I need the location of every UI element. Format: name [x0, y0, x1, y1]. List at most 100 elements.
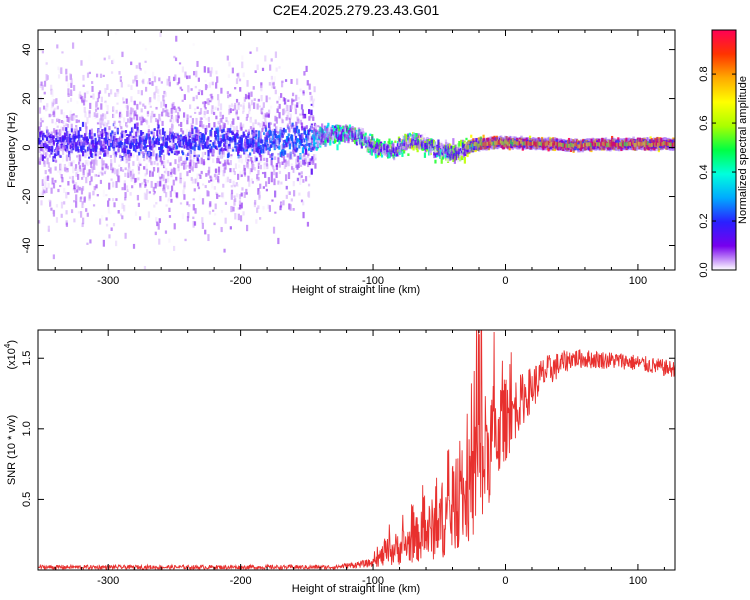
- spectrogram-cell: [183, 165, 186, 170]
- spectrogram-cell: [217, 140, 220, 144]
- spectrogram-cell: [226, 159, 229, 165]
- spectrogram-cell: [470, 134, 473, 138]
- spectrogram-cell: [308, 161, 311, 166]
- spectrogram-cell: [339, 126, 343, 131]
- spectrogram-cell: [604, 141, 608, 146]
- spectrogram-cell: [206, 110, 209, 114]
- spectrogram-cell: [156, 138, 160, 144]
- spectrogram-cell: [117, 168, 120, 175]
- spectrogram-cell: [111, 133, 114, 141]
- spectrogram-cell: [308, 83, 311, 90]
- spectrogram-cell: [182, 152, 185, 156]
- spectrogram-cell: [465, 137, 468, 141]
- spectrogram-cell: [645, 137, 648, 150]
- spectrogram-cell: [155, 85, 158, 93]
- spectrogram-cell: [256, 64, 259, 71]
- spectrogram-cell: [536, 141, 539, 146]
- spectrogram-cell: [660, 138, 663, 151]
- spectrogram-cell: [515, 137, 519, 150]
- spectrogram-cell: [668, 142, 672, 147]
- spectrogram-cell: [74, 187, 77, 194]
- spectrogram-cell: [249, 51, 252, 54]
- spectrogram-cell: [660, 142, 663, 147]
- spectrogram-cell: [258, 194, 261, 200]
- spectrogram-cell: [126, 188, 129, 193]
- spectrogram-cell: [546, 137, 549, 150]
- spectrogram-cell: [164, 104, 168, 109]
- spectrogram-cell: [390, 152, 393, 157]
- spectrogram-cell: [81, 121, 85, 127]
- spectrogram-cell: [364, 132, 367, 137]
- spectrogram-cell: [81, 176, 84, 180]
- spectrogram-cell: [170, 151, 174, 154]
- spectrogram-cell: [220, 139, 223, 143]
- spectrogram-cell: [179, 202, 183, 205]
- spectrogram-cell: [75, 115, 78, 118]
- spectrogram-cell: [84, 159, 87, 165]
- spectrogram-cell: [117, 146, 120, 153]
- spectrogram-cell: [77, 119, 80, 123]
- spectrogram-cell: [183, 94, 186, 100]
- spectrogram-cell: [574, 142, 577, 147]
- spectrogram-cell: [405, 134, 408, 142]
- spectrogram-cell: [226, 145, 229, 153]
- spectrogram-cell: [133, 100, 136, 106]
- spectrogram-cell: [649, 139, 652, 143]
- spectrogram-cell: [403, 138, 406, 144]
- spectrogram-cell: [104, 127, 107, 134]
- spectrogram-cell: [172, 143, 175, 148]
- spectrogram-cell: [118, 164, 121, 167]
- spectrogram-cell: [267, 177, 271, 184]
- spectrogram-cell: [194, 208, 197, 214]
- spectrogram-cell: [105, 223, 109, 227]
- spectrogram-cell: [134, 211, 138, 216]
- spectrogram-cell: [552, 142, 555, 147]
- spectrogram-cell: [397, 151, 400, 157]
- spectrogram-cell: [261, 148, 264, 154]
- spectrogram-cell: [150, 113, 153, 119]
- spectrogram-cell: [198, 194, 201, 200]
- spectrogram-cell: [217, 158, 220, 164]
- spectrogram-cell: [317, 141, 320, 148]
- spectrogram-cell: [235, 98, 239, 103]
- spectrogram-cell: [389, 149, 392, 155]
- spectrogram-cell: [270, 171, 273, 179]
- spectrogram-cell: [88, 156, 91, 159]
- spectrogram-cell: [114, 135, 117, 142]
- spectrogram-cell: [600, 138, 603, 151]
- spectrogram-cell: [239, 171, 242, 178]
- spectrogram-cell: [42, 132, 45, 135]
- spectrogram-cell: [675, 143, 677, 145]
- spectrogram-cell: [611, 137, 615, 150]
- spectrogram-cell: [267, 113, 270, 117]
- spectrogram-cell: [103, 141, 106, 147]
- spectrogram-cell: [76, 145, 79, 151]
- spectrogram-cell: [433, 141, 437, 146]
- spectrogram-cell: [102, 160, 105, 166]
- spectrogram-cell: [61, 151, 65, 155]
- spectrogram-cell: [338, 128, 341, 132]
- spectrogram-cell: [473, 142, 477, 147]
- spectrogram-cell: [299, 180, 302, 185]
- spectrogram-cell: [235, 78, 239, 84]
- spectrogram-cell: [63, 132, 67, 139]
- spectrogram-cell: [61, 144, 64, 152]
- spectrogram-cell: [255, 47, 259, 52]
- spectrogram-cell: [630, 142, 634, 147]
- spectrogram-cell: [132, 144, 136, 152]
- spectrogram-cell: [84, 122, 88, 130]
- spectrogram-cell: [266, 135, 269, 140]
- spectrogram-cell: [368, 145, 371, 148]
- spectrogram-cell: [43, 176, 46, 184]
- spectrogram-cell: [274, 190, 277, 198]
- spectrogram-cell: [58, 68, 61, 73]
- spectrogram-cell: [300, 171, 303, 175]
- spectrogram-cell: [130, 117, 133, 122]
- spectrogram-cell: [50, 207, 53, 211]
- spectrogram-cell: [144, 143, 147, 148]
- spectrogram-cell: [483, 141, 487, 146]
- spectrogram-cell: [187, 146, 190, 149]
- spectrogram-cell: [442, 143, 445, 149]
- spectrogram-cell: [114, 92, 117, 97]
- spectrogram-cell: [184, 71, 187, 78]
